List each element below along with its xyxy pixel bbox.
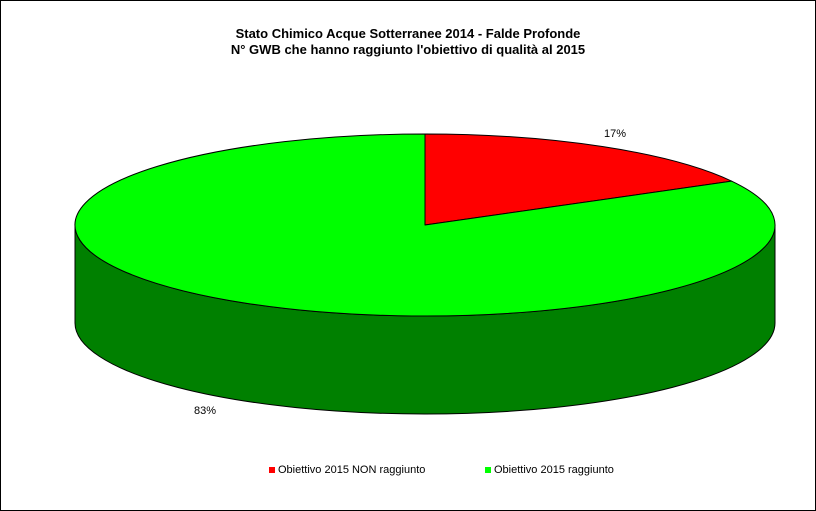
legend-swatch-green [485, 467, 491, 473]
legend-label-raggiunto: Obiettivo 2015 raggiunto [494, 464, 614, 476]
legend-item-non-raggiunto: Obiettivo 2015 NON raggiunto [269, 464, 425, 476]
pie-slice-0 [424, 133, 733, 226]
chart-subtitle: N° GWB che hanno raggiunto l'obiettivo d… [230, 42, 586, 57]
chart-title: Stato Chimico Acque Sotterranee 2014 - F… [235, 26, 581, 41]
data-label-non-raggiunto: 17% [604, 128, 627, 140]
legend-item-raggiunto: Obiettivo 2015 raggiunto [485, 464, 614, 476]
pie-slice-1 [74, 133, 776, 317]
legend-swatch-red [269, 467, 275, 473]
legend-label-non-raggiunto: Obiettivo 2015 NON raggiunto [278, 464, 426, 476]
data-label-raggiunto: 83% [194, 405, 217, 417]
